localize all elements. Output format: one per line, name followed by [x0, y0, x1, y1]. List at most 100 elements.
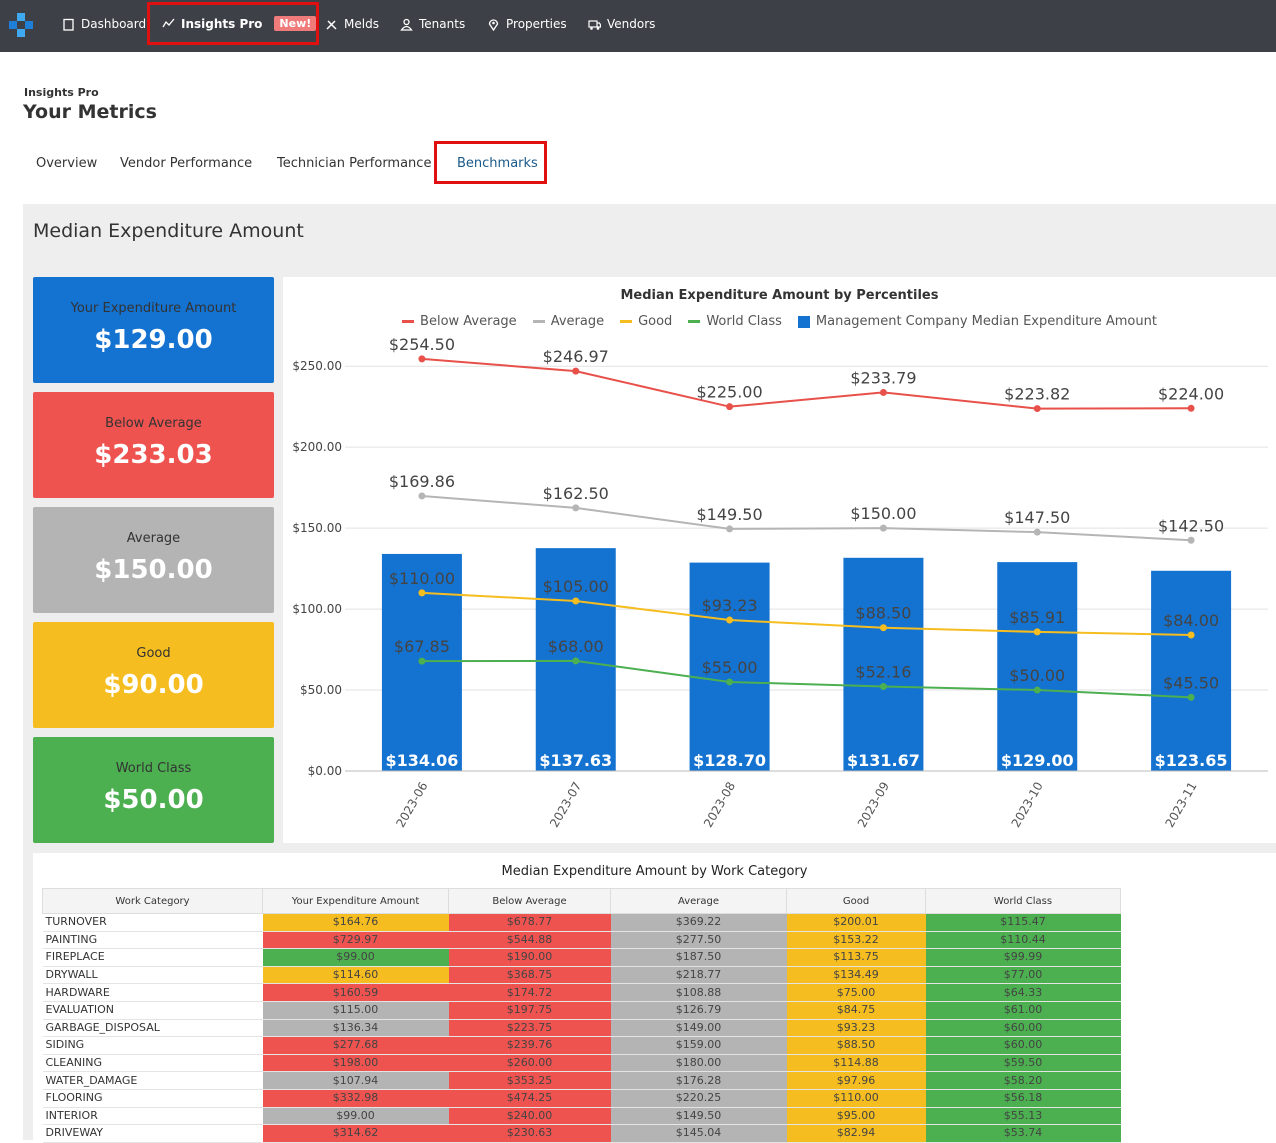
value-cell: $153.22 — [787, 931, 926, 949]
chart: $0.00$50.00$100.00$150.00$200.00$250.002… — [283, 277, 1276, 843]
highlight-box — [434, 141, 547, 184]
legend: Below Average Average Good World Class Manag… — [283, 314, 1276, 329]
line-value-label: $93.23 — [702, 596, 758, 615]
legend-swatch — [533, 320, 545, 323]
line-point — [726, 525, 733, 532]
table-row: DRYWALL$114.60$368.75$218.77$134.49$77.0… — [43, 966, 1121, 984]
data-table: Work CategoryYour Expenditure AmountBelo… — [42, 888, 1121, 1143]
bar-value-label: $128.70 — [693, 751, 766, 770]
line-point — [572, 368, 579, 375]
column-header[interactable]: Average — [611, 889, 787, 914]
chart-box: $0.00$50.00$100.00$150.00$200.00$250.002… — [283, 277, 1276, 843]
line-value-label: $246.97 — [543, 347, 609, 366]
metric-card: Average$150.00 — [33, 507, 274, 613]
legend-item: Average — [533, 314, 604, 329]
value-cell: $159.00 — [611, 1037, 787, 1055]
nav-label[interactable]: Melds — [344, 17, 379, 31]
nav-label[interactable]: Dashboard — [81, 17, 146, 31]
legend-item: World Class — [688, 314, 782, 329]
nav-tenants[interactable]: Tenants — [400, 17, 465, 31]
value-cell: $115.00 — [263, 1001, 449, 1019]
card-value: $150.00 — [33, 555, 274, 585]
value-cell: $114.60 — [263, 966, 449, 984]
column-header[interactable]: Good — [787, 889, 926, 914]
legend-label: Good — [638, 314, 672, 329]
value-cell: $729.97 — [263, 931, 449, 949]
value-cell: $84.75 — [787, 1001, 926, 1019]
value-cell: $368.75 — [449, 966, 611, 984]
table-row: FIREPLACE$99.00$190.00$187.50$113.75$99.… — [43, 949, 1121, 967]
line-value-label: $45.50 — [1163, 673, 1219, 692]
line-point — [572, 504, 579, 511]
line-value-label: $147.50 — [1004, 508, 1070, 527]
value-cell: $220.25 — [611, 1089, 787, 1107]
value-cell: $99.00 — [263, 1107, 449, 1125]
value-cell: $113.75 — [787, 949, 926, 967]
bar-value-label: $123.65 — [1155, 751, 1228, 770]
value-cell: $160.59 — [263, 984, 449, 1002]
tab[interactable]: Technician Performance — [277, 156, 431, 171]
table-row: GARBAGE_DISPOSAL$136.34$223.75$149.00$93… — [43, 1019, 1121, 1037]
bar-value-label: $131.67 — [847, 751, 920, 770]
line-value-label: $50.00 — [1009, 666, 1065, 685]
chart-title: Median Expenditure Amount by Percentiles — [283, 288, 1276, 303]
card-value: $50.00 — [33, 785, 274, 815]
line-point — [880, 683, 887, 690]
category-cell: PAINTING — [43, 931, 263, 949]
line-point — [726, 403, 733, 410]
logo[interactable] — [9, 13, 33, 37]
card-value: $90.00 — [33, 670, 274, 700]
value-cell: $200.01 — [787, 914, 926, 932]
category-cell: FIREPLACE — [43, 949, 263, 967]
value-cell: $198.00 — [263, 1054, 449, 1072]
value-cell: $60.00 — [926, 1019, 1121, 1037]
x-tick-label: 2023-07 — [547, 780, 584, 830]
category-cell: EVALUATION — [43, 1001, 263, 1019]
page-title: Your Metrics — [23, 101, 157, 123]
value-cell: $110.44 — [926, 931, 1121, 949]
tab[interactable]: Vendor Performance — [120, 156, 252, 171]
legend-item: Management Company Median Expenditure Am… — [798, 314, 1157, 329]
nav-label[interactable]: Vendors — [607, 17, 655, 31]
category-cell: WATER_DAMAGE — [43, 1072, 263, 1090]
value-cell: $95.00 — [787, 1107, 926, 1125]
card-label: Good — [33, 646, 274, 661]
column-header[interactable]: Below Average — [449, 889, 611, 914]
bar-value-label: $137.63 — [539, 751, 612, 770]
category-cell: INTERIOR — [43, 1107, 263, 1125]
line-value-label: $110.00 — [389, 569, 455, 588]
line-value-label: $105.00 — [543, 577, 609, 596]
value-cell: $136.34 — [263, 1019, 449, 1037]
value-cell: $176.28 — [611, 1072, 787, 1090]
nav-dashboard[interactable]: Dashboard — [62, 17, 146, 31]
column-header[interactable]: World Class — [926, 889, 1121, 914]
column-header[interactable]: Your Expenditure Amount — [263, 889, 449, 914]
y-tick-label: $0.00 — [308, 764, 342, 778]
line-value-label: $88.50 — [855, 604, 911, 623]
category-cell: FLOORING — [43, 1089, 263, 1107]
card-value: $129.00 — [33, 325, 274, 355]
value-cell: $180.00 — [611, 1054, 787, 1072]
nav-label[interactable]: Tenants — [419, 17, 465, 31]
value-cell: $126.79 — [611, 1001, 787, 1019]
value-cell: $164.76 — [263, 914, 449, 932]
category-cell: DRYWALL — [43, 966, 263, 984]
category-cell: TURNOVER — [43, 914, 263, 932]
legend-label: Management Company Median Expenditure Am… — [816, 314, 1157, 329]
line-value-label: $52.16 — [855, 663, 911, 682]
line-value-label: $169.86 — [389, 472, 455, 491]
legend-item: Below Average — [402, 314, 517, 329]
column-header[interactable]: Work Category — [43, 889, 263, 914]
value-cell: $99.99 — [926, 949, 1121, 967]
value-cell: $56.18 — [926, 1089, 1121, 1107]
nav-label[interactable]: Properties — [506, 17, 567, 31]
category-cell: SIDING — [43, 1037, 263, 1055]
nav-vendors[interactable]: Vendors — [588, 17, 655, 31]
legend-label: Average — [551, 314, 604, 329]
nav-melds[interactable]: Melds — [325, 17, 379, 31]
line-point — [1188, 537, 1195, 544]
tab[interactable]: Overview — [36, 156, 97, 171]
nav-properties[interactable]: Properties — [487, 17, 567, 31]
category-cell: GARBAGE_DISPOSAL — [43, 1019, 263, 1037]
line-value-label: $55.00 — [702, 658, 758, 677]
